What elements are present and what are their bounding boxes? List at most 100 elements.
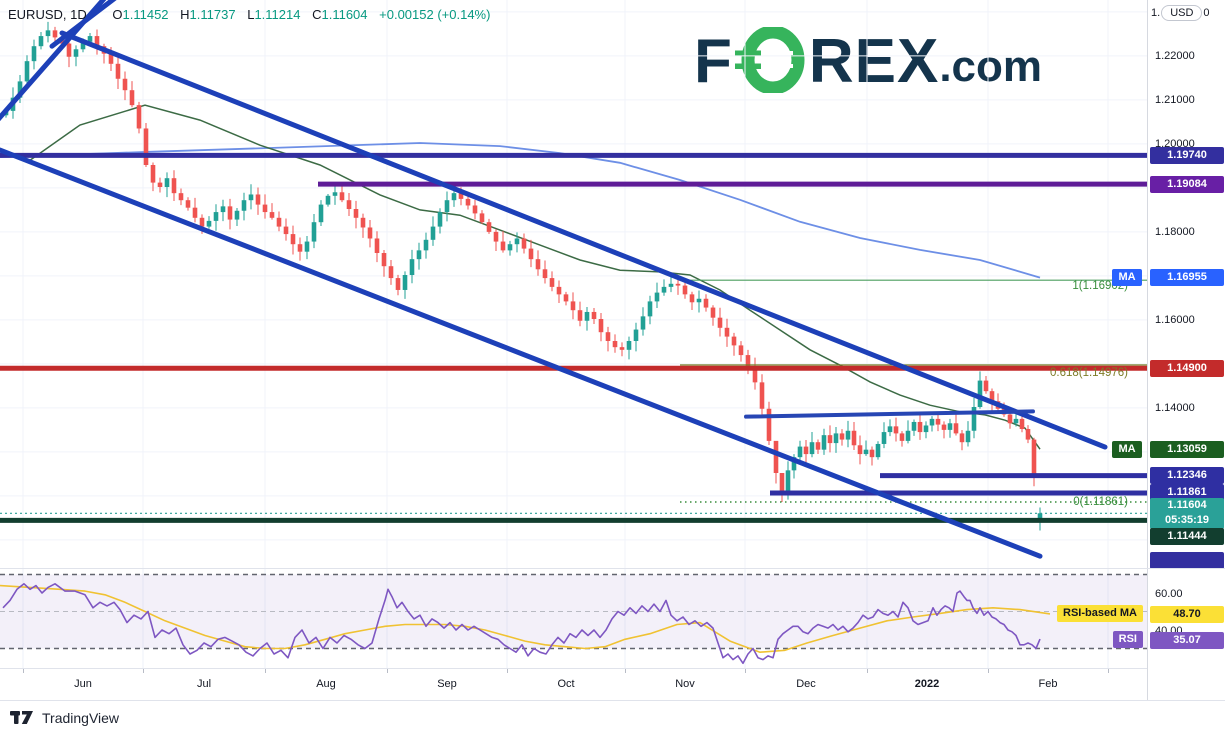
candle bbox=[269, 212, 275, 218]
ohlc-close-label: C bbox=[312, 7, 322, 22]
candle bbox=[1025, 429, 1031, 440]
desc-channel-bottom[interactable] bbox=[0, 147, 1043, 559]
ohlc-high-label: H bbox=[180, 7, 190, 22]
candle bbox=[395, 278, 401, 290]
candle bbox=[570, 301, 576, 311]
candle bbox=[416, 250, 422, 260]
time-axis-label: Jun bbox=[74, 678, 92, 690]
candle bbox=[199, 217, 205, 227]
range-top[interactable] bbox=[744, 409, 1035, 419]
MA-blue-line bbox=[0, 142, 1041, 279]
candle bbox=[486, 222, 492, 232]
price-axis[interactable]: 1. USD 0 1.22000 1.21000 1.20000 1.18000 1.1… bbox=[1147, 0, 1225, 700]
tradingview-attribution[interactable]: TradingView bbox=[10, 710, 119, 726]
ma-badge: MA bbox=[1112, 269, 1142, 287]
price-pane[interactable]: F REX .com 1(1.16902) 0.618(1.14976) 0(1.1… bbox=[0, 0, 1147, 568]
currency-toggle-button[interactable]: USD bbox=[1161, 5, 1203, 21]
candle bbox=[809, 442, 815, 455]
candle bbox=[346, 200, 352, 209]
candle bbox=[500, 241, 506, 251]
time-tick bbox=[745, 669, 746, 673]
time-tick bbox=[988, 669, 989, 673]
candle bbox=[977, 380, 983, 407]
candle bbox=[430, 226, 436, 240]
candle bbox=[339, 192, 345, 201]
candle bbox=[94, 36, 100, 47]
rsi-ma-line bbox=[0, 584, 1051, 653]
candle bbox=[983, 380, 989, 392]
price-chip-clipped bbox=[1150, 551, 1224, 568]
candle bbox=[472, 205, 478, 214]
candle bbox=[869, 449, 875, 458]
candle bbox=[227, 206, 233, 220]
candle bbox=[584, 311, 590, 321]
rsi-chart-canvas[interactable] bbox=[0, 568, 1147, 668]
price-axis-tick: 1.18000 bbox=[1155, 225, 1195, 238]
candle bbox=[989, 391, 995, 402]
candle bbox=[598, 319, 604, 333]
candle bbox=[633, 329, 639, 341]
candle bbox=[654, 292, 660, 302]
forex-watermark: F REX .com bbox=[648, 25, 1088, 98]
candle bbox=[1013, 418, 1019, 424]
candle bbox=[178, 193, 184, 201]
forex-logo-o-icon bbox=[734, 25, 807, 98]
candle bbox=[465, 198, 471, 206]
time-axis-label: Dec bbox=[796, 678, 816, 690]
asc-channel-2[interactable] bbox=[49, 0, 120, 49]
top-tick-left: 1. bbox=[1151, 7, 1161, 19]
ohlc-low-label: L bbox=[247, 7, 255, 22]
rsi-pane[interactable]: RSI-based MA RSI bbox=[0, 568, 1147, 668]
candle bbox=[929, 418, 935, 426]
candle bbox=[731, 336, 737, 346]
fib-label: 0(1.11861) bbox=[1073, 496, 1128, 508]
candle bbox=[803, 446, 809, 455]
symbol-title[interactable]: EURUSD, 1D bbox=[8, 7, 87, 22]
candle bbox=[815, 442, 821, 450]
ohlc-low-value: 1.11214 bbox=[254, 7, 301, 22]
candle bbox=[444, 200, 450, 213]
rsi-label: RSI bbox=[1112, 630, 1143, 648]
candle bbox=[612, 341, 618, 348]
time-axis-label: Feb bbox=[1038, 678, 1058, 690]
candle bbox=[66, 43, 72, 57]
price-chip-ma-green: 1.13059 bbox=[1150, 440, 1224, 458]
candle bbox=[17, 81, 23, 98]
candle bbox=[402, 275, 408, 290]
candle bbox=[318, 204, 324, 223]
candle bbox=[521, 238, 527, 249]
candle bbox=[839, 433, 845, 440]
candle bbox=[276, 217, 282, 227]
candle bbox=[1007, 414, 1013, 424]
price-chart-canvas[interactable]: 1(1.16902)0.618(1.14976)0(1.11861) bbox=[0, 0, 1147, 568]
candle bbox=[1037, 513, 1043, 520]
candle bbox=[675, 283, 681, 286]
time-tick bbox=[23, 669, 24, 673]
pane-separator[interactable] bbox=[0, 568, 1225, 569]
time-tick bbox=[387, 669, 388, 673]
candle bbox=[661, 286, 667, 293]
candle bbox=[797, 446, 803, 458]
candle bbox=[283, 226, 289, 235]
desc-channel-top[interactable] bbox=[59, 30, 1108, 450]
candle bbox=[248, 194, 254, 201]
candle bbox=[549, 278, 555, 287]
rsi-line bbox=[2, 583, 1041, 665]
candle bbox=[157, 182, 163, 187]
candle bbox=[971, 407, 977, 431]
candle bbox=[143, 128, 149, 165]
rsi-ma-value-chip: 48.70 bbox=[1150, 606, 1224, 624]
candle bbox=[220, 206, 226, 213]
candle bbox=[122, 78, 128, 91]
candle bbox=[150, 165, 156, 183]
candle bbox=[388, 266, 394, 279]
price-chip-ma-blue: 1.16955 bbox=[1150, 269, 1224, 287]
ohlc-close-value: 1.11604 bbox=[321, 7, 368, 22]
price-axis-tick: 1.21000 bbox=[1155, 93, 1195, 106]
time-axis[interactable]: Jun Jul Aug Sep Oct Nov Dec 2022 Feb bbox=[0, 668, 1147, 701]
price-axis-tick: 1.16000 bbox=[1155, 313, 1195, 326]
candle bbox=[605, 332, 611, 341]
candle bbox=[556, 286, 562, 295]
price-chip-level-1.11444: 1.11444 bbox=[1150, 527, 1224, 545]
